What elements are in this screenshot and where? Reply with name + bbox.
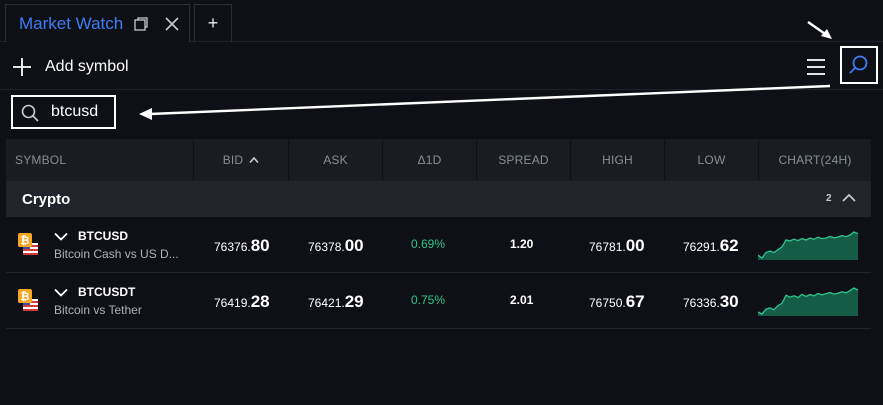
table-header: SYMBOL BID ASK Δ1D SPREAD HIGH LOW CHART…: [6, 139, 871, 181]
column-change-1d[interactable]: Δ1D: [383, 139, 477, 181]
sparkline-area: [758, 288, 858, 316]
tab-market-watch[interactable]: Market Watch: [5, 4, 190, 42]
sparkline-line: [758, 231, 858, 259]
sparkline-line: [758, 287, 858, 315]
tab-bar: Market Watch +: [0, 0, 883, 42]
ask-price: 76421.29: [308, 292, 364, 311]
menu-icon[interactable]: [806, 58, 826, 76]
tab-title: Market Watch: [19, 14, 124, 33]
sparkline-area: [758, 232, 858, 260]
column-bid[interactable]: BID: [194, 139, 289, 181]
high-price: 76781.00: [589, 236, 645, 255]
symbol-description: Bitcoin Cash vs US D...: [54, 247, 179, 261]
search-input[interactable]: [51, 102, 113, 122]
restore-window-icon[interactable]: [134, 17, 148, 31]
group-label: Crypto: [22, 191, 71, 208]
arrow-to-search-box: [139, 84, 831, 120]
table-row[interactable]: ₿ BTCUSDT Bitcoin vs Tether 76419.28 764…: [6, 273, 871, 329]
column-high[interactable]: HIGH: [571, 139, 665, 181]
svg-text:₿: ₿: [21, 235, 30, 247]
spread-value: 2.01: [510, 293, 534, 307]
bid-price: 76419.28: [214, 292, 270, 311]
column-symbol[interactable]: SYMBOL: [6, 139, 194, 181]
sparkline-chart: [758, 287, 858, 316]
chevron-down-icon[interactable]: [54, 288, 68, 297]
change-1d: 0.75%: [411, 293, 446, 307]
column-low[interactable]: LOW: [665, 139, 759, 181]
search-icon: [849, 55, 868, 74]
group-header-crypto[interactable]: Crypto 2: [6, 181, 871, 217]
add-symbol-button[interactable]: Add symbol: [12, 56, 129, 78]
sort-ascending-icon: [249, 156, 259, 164]
spread-value: 1.20: [510, 237, 534, 251]
search-icon: [21, 104, 39, 122]
search-box[interactable]: [11, 95, 116, 129]
plus-icon: [13, 58, 31, 76]
low-price: 76291.62: [683, 236, 739, 255]
column-chart-24h[interactable]: CHART(24H): [778, 153, 852, 167]
text-caret: [114, 104, 115, 122]
sparkline-chart: [758, 231, 858, 260]
close-icon[interactable]: [164, 16, 180, 32]
group-count: 2: [826, 193, 832, 204]
svg-text:₿: ₿: [21, 291, 30, 303]
symbol-description: Bitcoin vs Tether: [54, 303, 142, 317]
symbol-name: BTCUSD: [78, 229, 128, 243]
column-spread[interactable]: SPREAD: [477, 139, 571, 181]
chevron-up-icon[interactable]: [842, 193, 856, 203]
add-tab-button[interactable]: +: [194, 4, 232, 42]
bid-price: 76376.80: [214, 236, 270, 255]
search-button[interactable]: [840, 46, 878, 84]
table-row[interactable]: ₿ BTCUSD Bitcoin Cash vs US D... 76376.8…: [6, 217, 871, 273]
high-price: 76750.67: [589, 292, 645, 311]
chevron-down-icon[interactable]: [54, 232, 68, 241]
ask-price: 76378.00: [308, 236, 364, 255]
low-price: 76336.30: [683, 292, 739, 311]
symbol-name: BTCUSDT: [78, 285, 136, 299]
btc-usdt-flag-icon: ₿: [18, 289, 38, 311]
add-symbol-label: Add symbol: [45, 58, 129, 75]
change-1d: 0.69%: [411, 237, 446, 251]
toolbar: Add symbol: [0, 42, 883, 90]
btc-usd-flag-icon: ₿: [18, 233, 38, 255]
column-ask[interactable]: ASK: [289, 139, 383, 181]
